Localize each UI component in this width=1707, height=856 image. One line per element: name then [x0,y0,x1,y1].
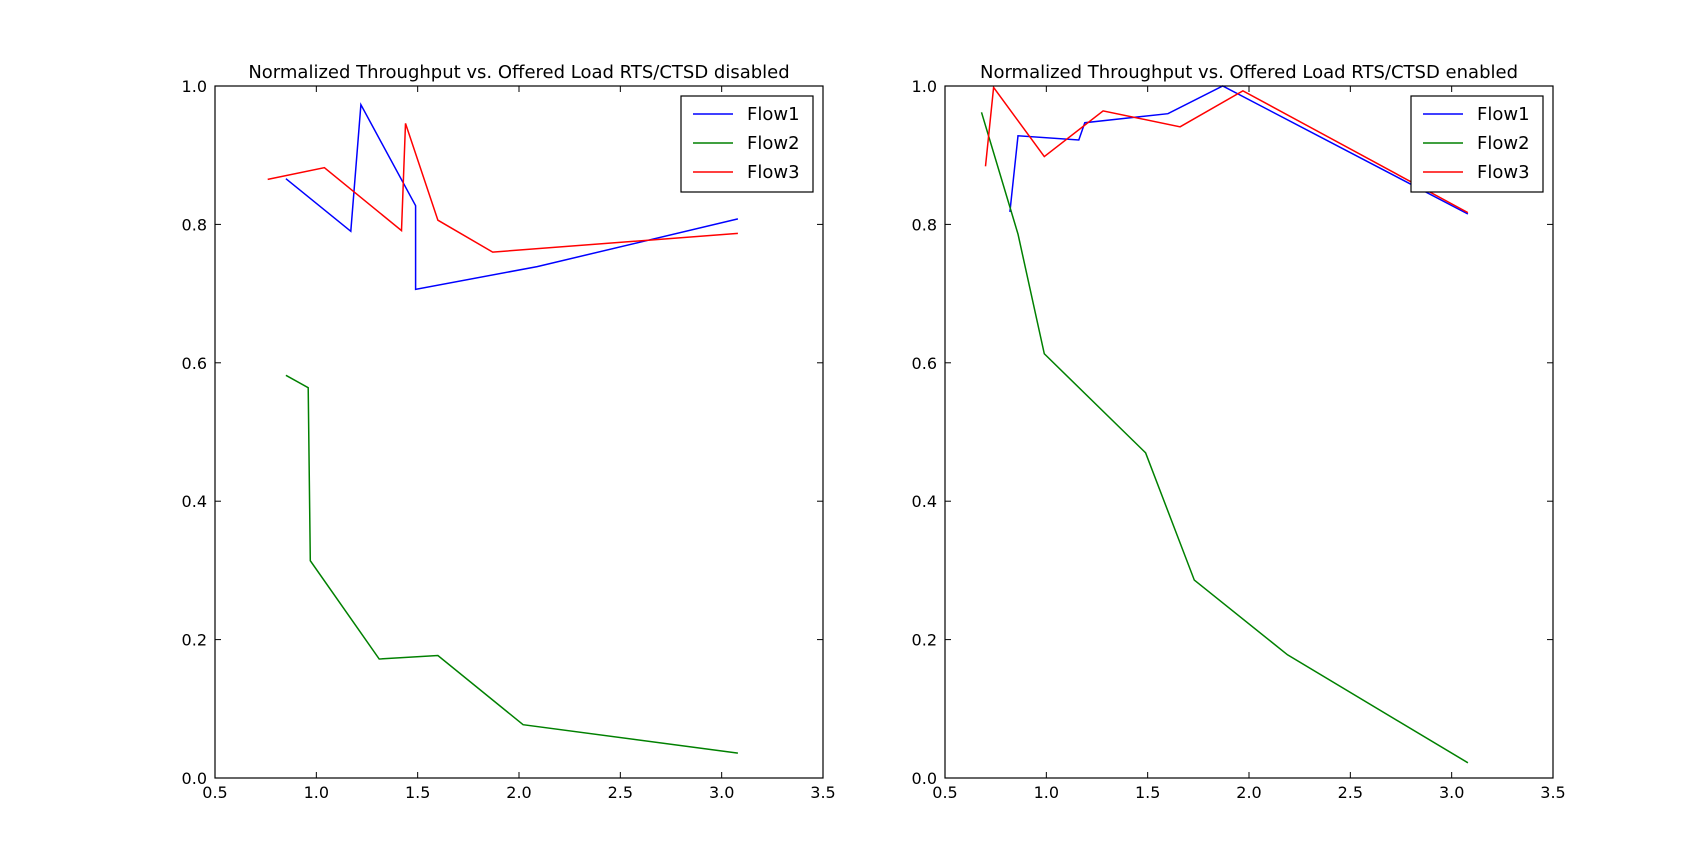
legend: Flow1 Flow2 Flow3 [1410,95,1544,193]
series-line-flow1 [285,102,739,291]
series-line-flow2 [980,112,1469,764]
x-tick-label: 1.0 [1034,783,1059,802]
y-tick-label: 0.2 [182,631,207,650]
x-tick-label: 2.5 [608,783,633,802]
series-line-flow3 [984,85,1469,214]
y-tick-label: 0.6 [182,354,207,373]
chart-1: Normalized Throughput vs. Offered Load R… [182,62,836,802]
x-tick-label: 2.5 [1338,783,1363,802]
x-tick-label: 3.5 [1540,783,1565,802]
y-tick-label: 0.6 [912,354,937,373]
y-tick-label: 1.0 [912,77,937,96]
series-line-flow2 [285,374,738,754]
chart-title: Normalized Throughput vs. Offered Load R… [980,62,1518,83]
legend-label-flow3: Flow3 [1477,162,1530,183]
y-tick-label: 0.0 [912,769,937,788]
y-tick-label: 0.8 [182,215,207,234]
legend: Flow1 Flow2 Flow3 [680,95,814,193]
y-tick-label: 0.0 [182,769,207,788]
x-tick-label: 3.0 [1439,783,1464,802]
x-tick-label: 2.0 [506,783,531,802]
legend-box [1410,95,1544,193]
y-tick-label: 0.8 [912,215,937,234]
legend-label-flow3: Flow3 [747,162,800,183]
x-tick-label: 3.5 [810,783,835,802]
legend-label-flow2: Flow2 [1477,133,1530,154]
x-tick-label: 1.5 [1135,783,1160,802]
y-tick-label: 0.4 [182,492,207,511]
legend-label-flow1: Flow1 [747,104,800,125]
x-tick-label: 3.0 [709,783,734,802]
x-tick-label: 0.5 [202,783,227,802]
legend-label-flow1: Flow1 [1477,104,1530,125]
y-tick-label: 0.2 [912,631,937,650]
chart-2: Normalized Throughput vs. Offered Load R… [912,62,1566,802]
legend-box [680,95,814,193]
y-tick-label: 0.4 [912,492,937,511]
series-line-flow3 [267,123,738,253]
x-tick-label: 0.5 [932,783,957,802]
y-tick-label: 1.0 [182,77,207,96]
legend-label-flow2: Flow2 [747,133,800,154]
x-tick-label: 1.0 [304,783,329,802]
chart-title: Normalized Throughput vs. Offered Load R… [248,62,789,83]
x-tick-label: 2.0 [1236,783,1261,802]
x-tick-label: 1.5 [405,783,430,802]
